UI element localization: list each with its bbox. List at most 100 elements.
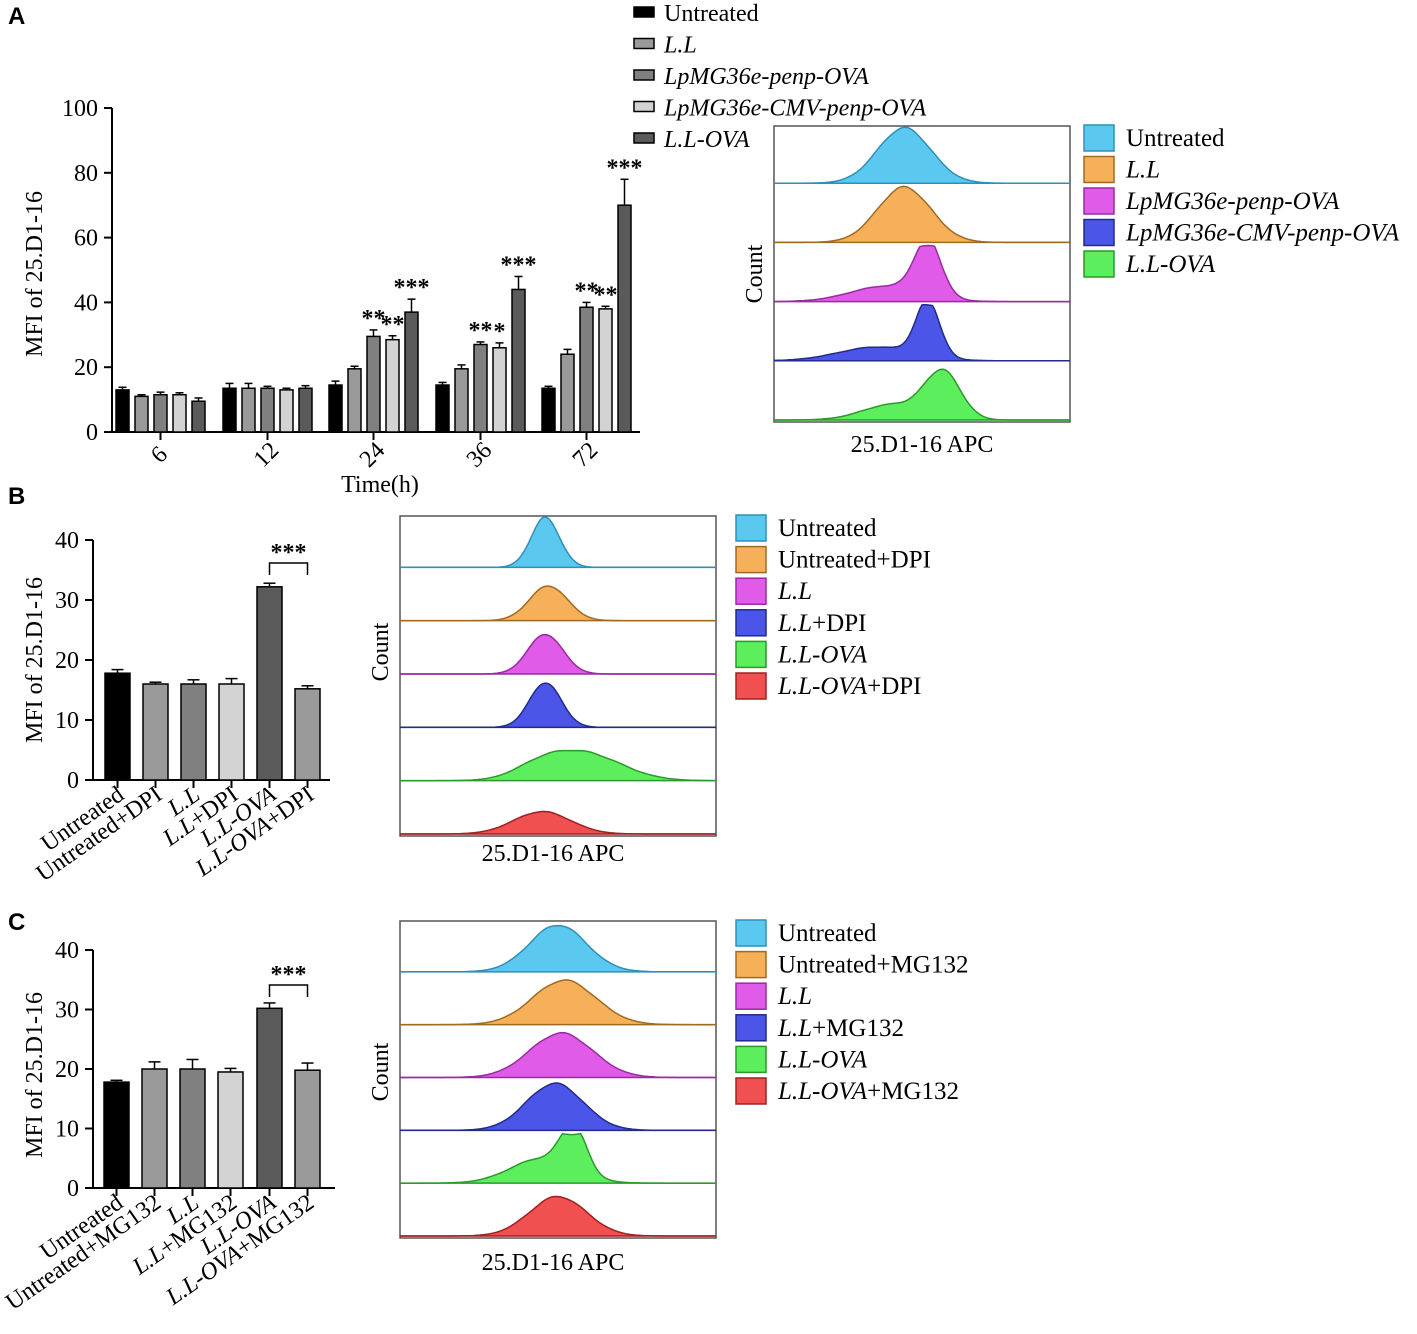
panel-b-y-tick-label: 40 xyxy=(55,528,79,554)
panel-a-y-tick-label: 80 xyxy=(74,161,98,187)
panel-c-y-tick-label: 30 xyxy=(55,998,79,1024)
panel-a-legend-label: L.L xyxy=(1125,157,1160,184)
panel-a-histogram-outline xyxy=(774,126,1070,184)
panel-a-legend-swatch xyxy=(633,37,655,50)
panel-c-legend-label: L.L+MG132 xyxy=(777,1015,904,1042)
panel-a-y-tick-label: 0 xyxy=(86,420,98,446)
panel-c-histogram-y-label: Count xyxy=(368,1042,394,1101)
panel-a-x-tick-label: 12 xyxy=(249,437,284,472)
panel-a-bar xyxy=(511,288,526,433)
panel-b-bar xyxy=(294,688,321,781)
panel-a-bar xyxy=(134,395,149,433)
panel-a-bar xyxy=(222,387,237,433)
panel-c-legend-swatch xyxy=(735,1045,767,1074)
panel-a-legend-swatch xyxy=(1083,124,1115,152)
panel-c-histogram-outline xyxy=(400,1031,716,1079)
panel-a-y-axis-label: MFI of 25.D1-16 xyxy=(22,191,48,357)
panel-a-y-tick-label: 100 xyxy=(62,96,98,122)
panel-b-histogram-outline xyxy=(400,810,716,835)
panel-a-bar xyxy=(435,384,450,433)
panel-a-histogram-4 xyxy=(774,304,1070,361)
panel-c-bar xyxy=(179,1068,206,1189)
panel-c-label: C xyxy=(8,909,25,936)
panel-b-legend-label: L.L-OVA xyxy=(777,641,868,668)
panel-a-legend-label: LpMG36e-CMV-penp-OVA xyxy=(1125,220,1400,247)
panel-b-significance-mark: *** xyxy=(271,540,307,566)
panel-a-bar xyxy=(260,387,275,433)
panel-a-x-tick-label: 36 xyxy=(462,437,497,472)
panel-b-bar xyxy=(218,683,245,781)
panel-c-histogram-frame xyxy=(399,920,717,1239)
panel-a-bar xyxy=(279,389,294,433)
panel-c-significance-bracket xyxy=(268,984,309,997)
panel-a-bar xyxy=(241,387,256,433)
panel-c-y-tick-label: 40 xyxy=(55,938,79,964)
panel-c-significance-mark: *** xyxy=(271,962,307,988)
panel-c-y-tick-label: 0 xyxy=(67,1176,79,1202)
panel-a-x-tick-label: 72 xyxy=(568,437,603,472)
panel-a-histogram-y-label: Count xyxy=(742,244,768,303)
panel-b-legend-label: L.L xyxy=(777,578,812,605)
panel-c-legend-swatch xyxy=(735,982,767,1010)
panel-c-histogram-outline xyxy=(400,979,716,1026)
panel-a-bar xyxy=(598,308,613,433)
panel-a-histogram-3 xyxy=(774,245,1070,302)
panel-c-histogram-6 xyxy=(400,1196,716,1236)
panel-a-bar xyxy=(404,311,419,433)
panel-b-y-tick-label: 20 xyxy=(55,648,79,674)
panel-b-histogram-outline xyxy=(400,585,716,622)
panel-b-legend-label: L.L+DPI xyxy=(777,610,866,637)
panel-a-legend-swatch xyxy=(633,100,655,113)
panel-a-legend-swatch xyxy=(633,69,655,81)
panel-c-y-axis-label: MFI of 25.D1-16 xyxy=(22,992,48,1158)
panel-b-legend-label: Untreated+DPI xyxy=(778,547,931,574)
panel-b-histogram-6 xyxy=(400,811,716,834)
panel-a-legend-swatch xyxy=(1083,218,1115,247)
panel-a-y-tick-label: 40 xyxy=(74,290,98,316)
panel-c-histogram-outline xyxy=(400,924,716,973)
panel-c-legend-label: L.L-OVA+MG132 xyxy=(777,1078,959,1105)
panel-c-legend-label: L.L-OVA xyxy=(777,1046,868,1073)
panel-a-bar xyxy=(347,368,362,433)
panel-a-bar xyxy=(115,389,130,433)
panel-a-histogram-1 xyxy=(774,127,1070,184)
panel-a-bar xyxy=(560,353,575,433)
panel-a-legend-label: L.L-OVA xyxy=(663,127,750,153)
panel-a-legend-swatch xyxy=(633,6,655,18)
panel-a-label: A xyxy=(8,3,25,30)
panel-b-histogram-outline xyxy=(400,682,716,729)
panel-c-legend-label: Untreated+MG132 xyxy=(778,952,968,979)
panel-b-legend-swatch xyxy=(735,640,767,669)
panel-b-histogram-3 xyxy=(400,634,716,674)
panel-a-significance-mark: *** xyxy=(501,252,537,278)
panel-c-legend-swatch xyxy=(735,1014,767,1042)
panel-a-histogram-outline xyxy=(774,185,1070,244)
panel-a-histogram-outline xyxy=(774,303,1070,362)
panel-b-bar xyxy=(256,586,283,781)
panel-c-histogram-outline xyxy=(400,1195,716,1237)
panel-a-histogram-x-label: 25.D1-16 APC xyxy=(851,432,994,458)
panel-b-histogram-outline xyxy=(400,749,716,782)
panel-a-significance-mark: ** xyxy=(594,282,618,308)
panel-a-legend-swatch xyxy=(1083,187,1115,215)
panel-c-legend-label: Untreated xyxy=(778,920,877,947)
panel-b-legend-label: L.L-OVA+DPI xyxy=(777,673,922,700)
panel-b-legend-swatch xyxy=(735,545,767,574)
panel-c-legend-label: L.L xyxy=(777,983,812,1010)
panel-c-histogram-x-label: 25.D1-16 APC xyxy=(482,1250,625,1276)
panel-c-bar xyxy=(217,1071,244,1189)
panel-a-legend-label: L.L xyxy=(663,33,697,59)
panel-b-bar xyxy=(104,672,131,781)
panel-b-histogram-frame xyxy=(399,515,717,837)
panel-b-histogram-outline xyxy=(400,633,716,675)
panel-a-bar xyxy=(366,335,381,433)
panel-b-bar xyxy=(180,683,207,781)
panel-a-bar xyxy=(454,368,469,433)
panel-a-significance-mark: ** xyxy=(469,318,493,344)
panel-c-bar xyxy=(256,1007,283,1189)
panel-b-y-tick-label: 0 xyxy=(67,768,79,794)
panel-b-histogram-y-label: Count xyxy=(368,622,394,681)
panel-a-legend-label: LpMG36e-penp-OVA xyxy=(1125,188,1340,215)
panel-a-histogram-5 xyxy=(774,369,1070,420)
